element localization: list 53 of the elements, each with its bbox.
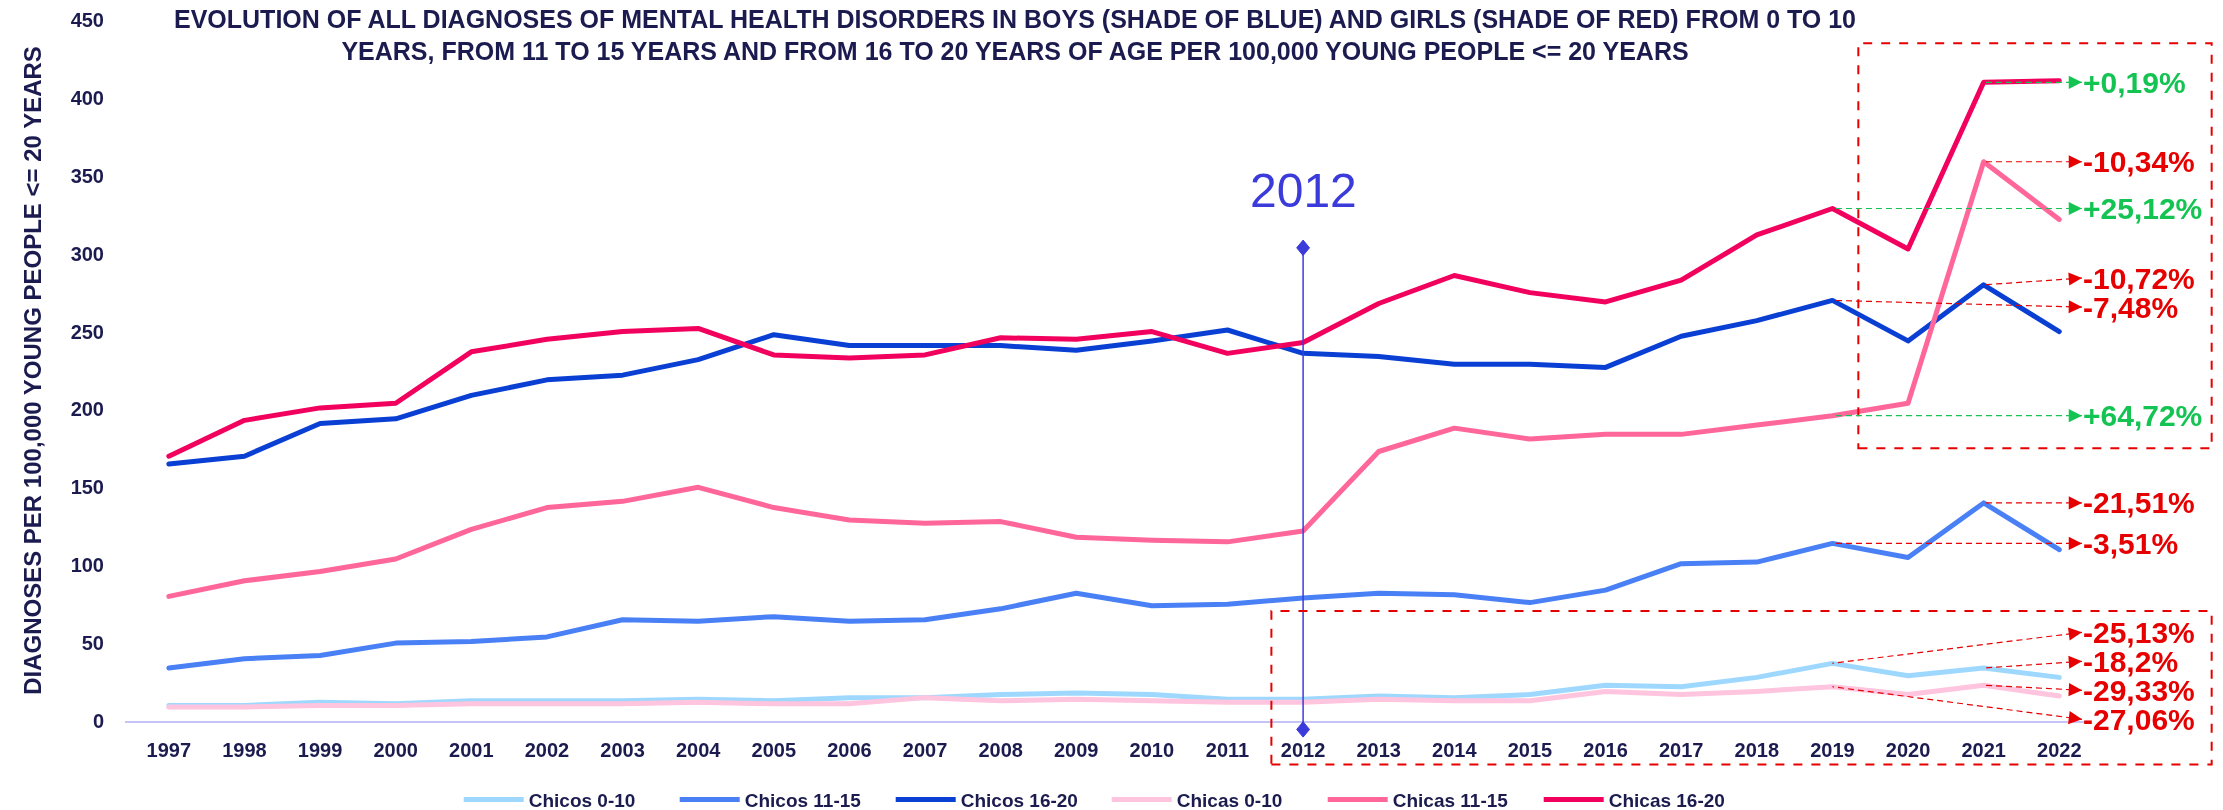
legend-label: Chicas 0-10 xyxy=(1176,789,1283,810)
x-tick-label: 2018 xyxy=(1734,739,1780,761)
chart-title: EVOLUTION OF ALL DIAGNOSES OF MENTAL HEALTH DISORDERS IN BOYS (SHADE OF BLUE) AND GIRLS (SHADE OF RED) FROM 0 TO 10 YEARS, FROM 11 TO 15 YEARS AND FROM 16 TO 20 YEARS OF AGE PER 100,000 YOUNG PEOPLE <= 20 YEARS xyxy=(174,4,1857,66)
x-tick-label: 2012 xyxy=(1280,739,1326,761)
x-tick-label: 2001 xyxy=(449,739,494,761)
y-tick-label: 450 xyxy=(70,9,104,31)
x-tick-label: 1997 xyxy=(146,739,192,761)
legend-label: Chicas 16-20 xyxy=(1608,789,1725,810)
y-tick-label: 50 xyxy=(81,632,104,655)
y-axis-title: DIAGNOSES PER 100,000 YOUNG PEOPLE <= 20 YEARS xyxy=(18,46,46,695)
annotation: -3,51% xyxy=(2083,527,2179,560)
x-tick-label: 2000 xyxy=(373,739,418,761)
legend-label: Chicas 11-15 xyxy=(1392,789,1509,810)
x-tick-label: 1999 xyxy=(297,739,343,761)
x-tick-label: 2002 xyxy=(524,739,570,761)
x-tick-label: 2020 xyxy=(1885,739,1931,761)
x-tick-label: 2007 xyxy=(902,739,948,761)
x-tick-label: 2017 xyxy=(1658,739,1704,761)
annotation: -10,72% xyxy=(2083,262,2195,295)
x-tick-label: 2022 xyxy=(2037,739,2082,761)
x-tick-label: 2016 xyxy=(1583,739,1628,761)
x-tick-label: 2015 xyxy=(1507,739,1553,761)
x-tick-label: 2019 xyxy=(1810,739,1855,761)
legend-label: Chicos 0-10 xyxy=(528,789,636,810)
legend-label: Chicos 11-15 xyxy=(744,789,862,810)
y-tick-label: 150 xyxy=(70,476,104,499)
y-tick-label: 0 xyxy=(92,710,104,732)
x-tick-label: 2011 xyxy=(1205,739,1250,761)
y-tick-label: 250 xyxy=(70,320,104,343)
annotation: -10,34% xyxy=(2083,145,2195,178)
x-tick-label: 2014 xyxy=(1432,739,1478,761)
annotation: -21,51% xyxy=(2083,486,2195,519)
ref-line-label: 2012 xyxy=(1250,164,1357,217)
annotation: +0,19% xyxy=(2083,66,2186,99)
y-tick-label: 350 xyxy=(70,164,104,187)
annotation: +25,12% xyxy=(2083,192,2203,225)
x-tick-label: 2003 xyxy=(600,739,645,761)
x-tick-label: 2010 xyxy=(1129,739,1175,761)
x-tick-label: 2006 xyxy=(827,739,872,761)
y-tick-label: 400 xyxy=(70,86,104,109)
x-tick-label: 2021 xyxy=(1961,739,2006,761)
y-tick-label: 200 xyxy=(70,398,104,421)
annotation: +64,72% xyxy=(2083,399,2203,432)
x-tick-label: 2008 xyxy=(978,739,1023,761)
x-tick-label: 2005 xyxy=(751,739,797,761)
annotation: -25,13% xyxy=(2083,616,2195,649)
x-tick-label: 2009 xyxy=(1054,739,1099,761)
y-tick-label: 100 xyxy=(70,554,104,577)
x-tick-label: 2013 xyxy=(1356,739,1401,761)
x-tick-label: 2004 xyxy=(675,739,722,761)
x-tick-label: 1998 xyxy=(222,739,267,761)
y-tick-label: 300 xyxy=(70,242,104,265)
legend-label: Chicos 16-20 xyxy=(960,789,1078,810)
